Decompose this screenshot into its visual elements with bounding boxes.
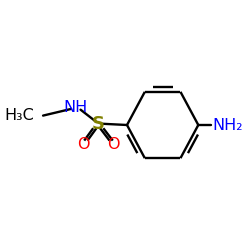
Text: H₃C: H₃C <box>4 108 34 123</box>
Text: NH₂: NH₂ <box>213 118 243 132</box>
Text: NH: NH <box>63 100 88 115</box>
Text: S: S <box>92 115 105 133</box>
Text: O: O <box>77 137 90 152</box>
Text: O: O <box>108 137 120 152</box>
